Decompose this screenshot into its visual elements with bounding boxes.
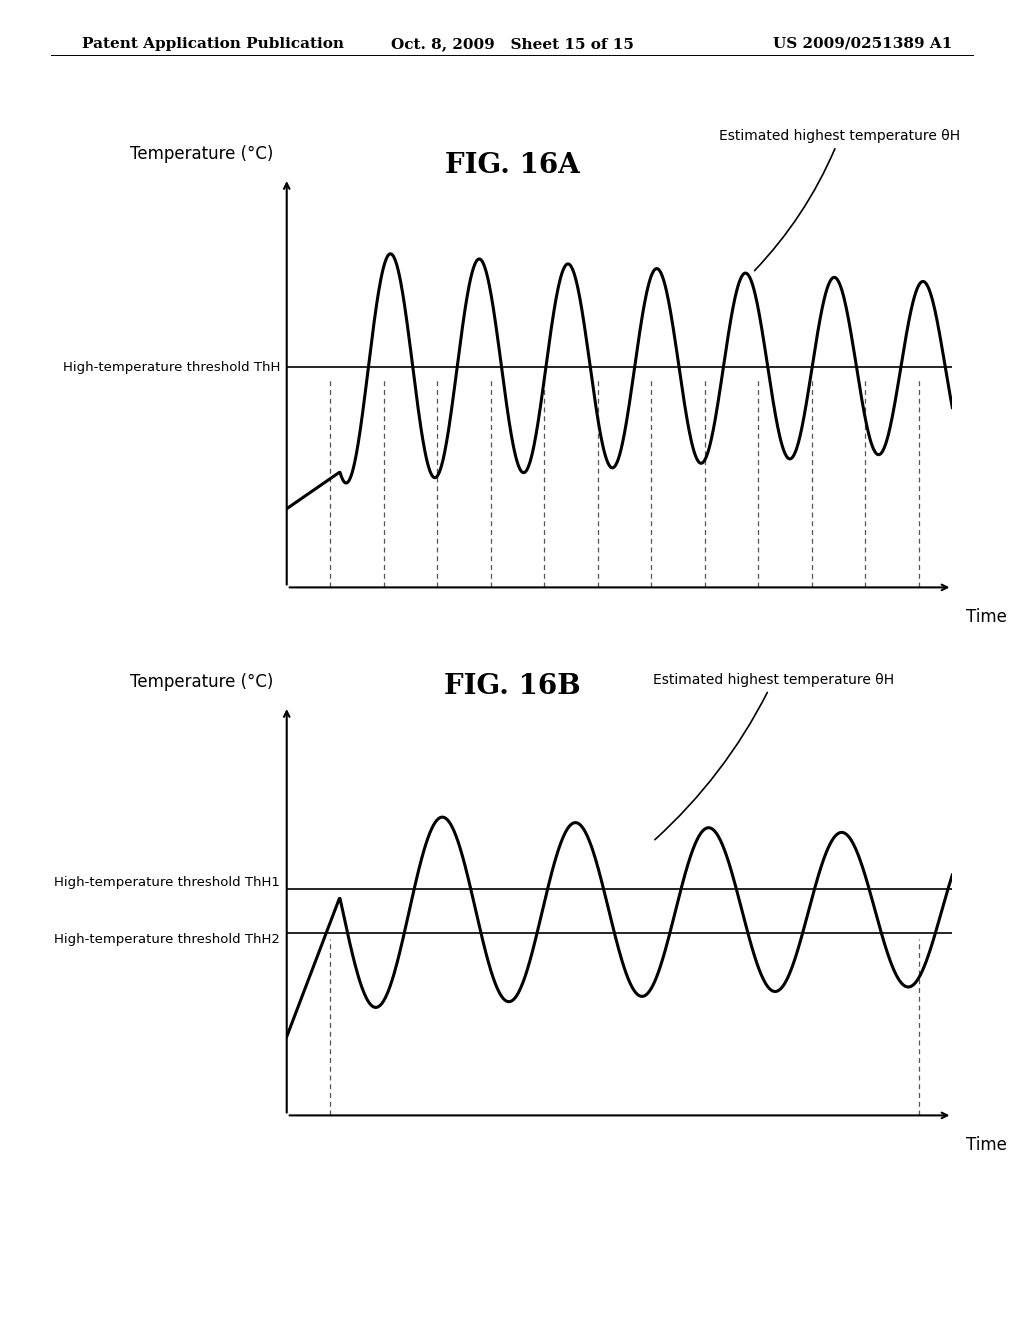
Text: Patent Application Publication: Patent Application Publication — [82, 37, 344, 51]
Text: High-temperature threshold ThH1: High-temperature threshold ThH1 — [54, 875, 281, 888]
Text: FIG. 16A: FIG. 16A — [444, 152, 580, 178]
Text: US 2009/0251389 A1: US 2009/0251389 A1 — [773, 37, 952, 51]
Text: Time: Time — [966, 1135, 1007, 1154]
Text: Oct. 8, 2009   Sheet 15 of 15: Oct. 8, 2009 Sheet 15 of 15 — [390, 37, 634, 51]
Text: High-temperature threshold ThH: High-temperature threshold ThH — [62, 360, 281, 374]
Text: Temperature (°C): Temperature (°C) — [130, 673, 273, 692]
Text: FIG. 16B: FIG. 16B — [443, 673, 581, 700]
Text: Estimated highest temperature θH: Estimated highest temperature θH — [653, 673, 894, 840]
Text: Time: Time — [966, 607, 1007, 626]
Text: Estimated highest temperature θH: Estimated highest temperature θH — [719, 129, 961, 271]
Text: High-temperature threshold ThH2: High-temperature threshold ThH2 — [54, 933, 281, 946]
Text: Temperature (°C): Temperature (°C) — [130, 145, 273, 164]
